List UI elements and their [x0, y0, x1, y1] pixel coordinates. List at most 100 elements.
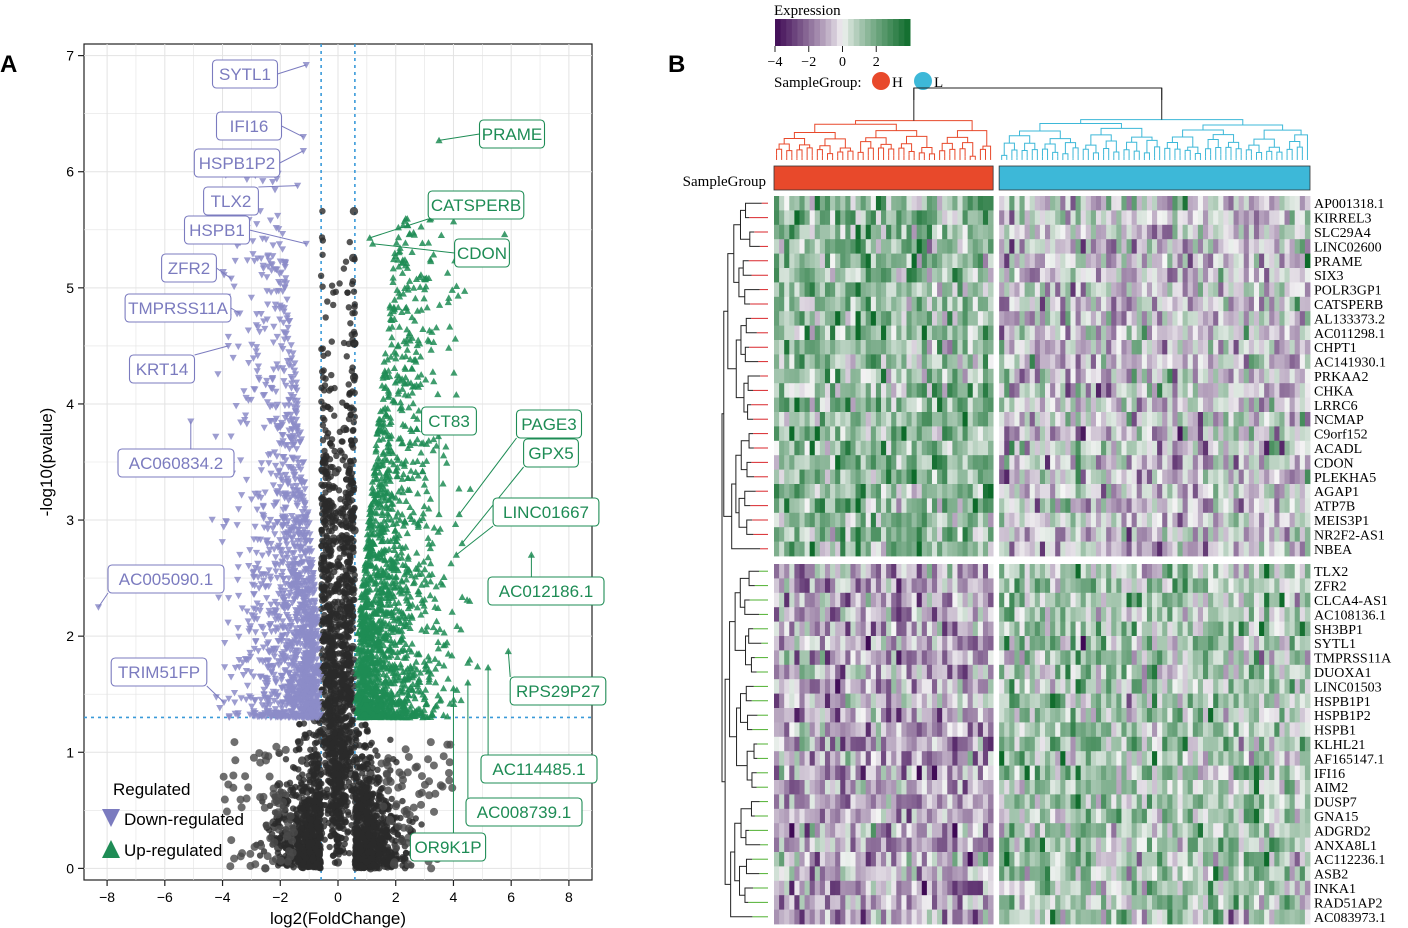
ns-point — [348, 787, 355, 794]
ns-point — [338, 598, 346, 606]
ns-point — [346, 552, 353, 560]
ns-point — [345, 849, 353, 857]
ns-point — [353, 756, 361, 763]
ns-point — [331, 680, 338, 688]
ns-point — [349, 207, 359, 216]
ns-point — [315, 732, 322, 739]
ns-point — [352, 772, 359, 779]
ns-point — [333, 858, 343, 867]
ns-point — [330, 717, 337, 724]
ns-point — [313, 765, 320, 772]
ns-point — [296, 774, 303, 781]
ns-point — [384, 786, 393, 795]
ns-point — [367, 818, 375, 825]
ns-point — [377, 835, 385, 842]
ns-point — [368, 791, 375, 799]
ns-point — [310, 758, 317, 765]
ns-point — [368, 799, 375, 806]
ns-point — [357, 780, 365, 788]
ns-point — [306, 776, 313, 784]
ns-point — [320, 555, 328, 562]
ns-point — [328, 282, 336, 289]
ns-point — [307, 816, 314, 824]
ns-point — [349, 586, 357, 593]
ns-point — [261, 864, 270, 873]
ns-point — [326, 561, 333, 568]
ns-point — [347, 320, 354, 327]
ns-point — [313, 818, 321, 826]
ns-point — [327, 688, 334, 696]
ns-point — [327, 662, 334, 669]
ns-point — [319, 414, 327, 422]
ns-point — [319, 207, 326, 215]
ns-point — [399, 797, 406, 805]
ns-point — [257, 842, 266, 851]
ns-point — [318, 542, 325, 550]
ns-point — [325, 712, 333, 720]
ns-point — [317, 738, 324, 745]
ns-point — [377, 759, 386, 768]
ns-point — [337, 447, 344, 454]
ns-point — [317, 272, 325, 280]
ns-point — [259, 792, 268, 801]
ns-point — [394, 822, 403, 831]
ns-point — [351, 825, 359, 832]
ns-point — [352, 791, 360, 799]
ns-point — [342, 624, 350, 631]
ns-point — [337, 725, 344, 733]
ns-point — [242, 794, 251, 803]
ns-point — [417, 772, 426, 781]
ns-point — [276, 856, 285, 865]
ns-point — [295, 856, 303, 863]
ns-point — [281, 745, 290, 754]
ns-point — [394, 830, 402, 838]
ns-point — [379, 825, 389, 834]
ns-point — [336, 621, 343, 628]
ns-point — [331, 524, 339, 532]
ns-point — [256, 852, 264, 859]
ns-point — [262, 821, 271, 830]
ns-point — [349, 444, 357, 451]
ns-point — [283, 826, 292, 835]
ns-point — [357, 847, 365, 854]
ns-point — [345, 469, 353, 476]
ns-point — [293, 791, 300, 799]
ns-point — [321, 447, 328, 455]
ns-point — [229, 783, 238, 792]
ns-point — [318, 526, 325, 534]
ns-point — [283, 857, 292, 866]
ns-point — [350, 288, 358, 295]
ns-point — [283, 781, 290, 788]
ns-point — [343, 603, 352, 613]
ns-point — [359, 753, 366, 760]
ns-point — [349, 578, 356, 585]
ns-point — [367, 848, 374, 855]
ns-point — [382, 777, 391, 786]
ns-point — [328, 822, 336, 829]
ns-point — [394, 783, 403, 792]
ns-point — [326, 694, 334, 701]
ns-point — [324, 403, 332, 411]
ns-point — [405, 810, 414, 819]
ns-point — [311, 804, 319, 811]
ns-point — [336, 686, 344, 693]
ns-point — [328, 803, 336, 811]
ns-point — [331, 468, 340, 477]
ns-point — [289, 763, 297, 771]
ns-point — [409, 818, 416, 826]
ns-point — [328, 338, 335, 345]
ns-point — [347, 765, 354, 773]
ns-point — [338, 834, 345, 842]
ns-point — [353, 726, 360, 734]
ns-point — [445, 758, 454, 767]
ns-point — [342, 567, 350, 574]
ns-point — [343, 476, 350, 483]
ns-point — [439, 752, 448, 761]
ns-point — [284, 819, 293, 828]
ns-point — [350, 814, 357, 821]
ns-point — [220, 795, 229, 804]
ns-point — [349, 427, 357, 435]
ns-point — [298, 862, 307, 871]
ns-point — [319, 437, 327, 444]
ns-point — [351, 372, 358, 380]
